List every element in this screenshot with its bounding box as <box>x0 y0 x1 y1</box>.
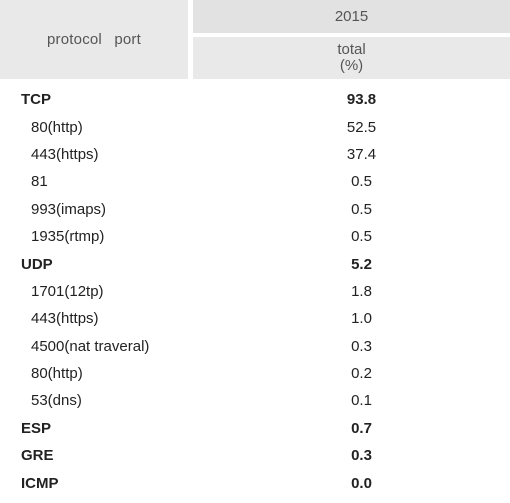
port-row: 80(http) 52.5 <box>0 113 510 140</box>
port-row: 80(http) 0.2 <box>0 360 510 387</box>
port-row: 1701(12tp) 1.8 <box>0 278 510 305</box>
row-value: 0.2 <box>351 365 372 383</box>
row-value: 1.8 <box>351 282 372 300</box>
row-value: 0.5 <box>351 228 372 246</box>
header-total-unit: (%) <box>339 57 364 74</box>
row-label: ICMP <box>21 474 59 492</box>
port-row: 1935(rtmp) 0.5 <box>0 223 510 250</box>
row-label: 80(http) <box>31 118 83 136</box>
row-value: 1.0 <box>351 310 372 328</box>
header-total: total (%) <box>193 37 510 79</box>
row-value: 0.0 <box>351 474 372 492</box>
port-row: 443(https) 37.4 <box>0 141 510 168</box>
protocol-row: ESP 0.7 <box>0 415 510 442</box>
row-label: UDP <box>21 255 53 273</box>
row-value: 0.5 <box>351 200 372 218</box>
row-value: 37.4 <box>346 145 377 163</box>
row-label: 443(https) <box>31 310 99 328</box>
protocol-row: UDP 5.2 <box>0 250 510 277</box>
row-value: 0.1 <box>351 392 372 410</box>
row-value: 0.3 <box>351 337 372 355</box>
protocol-row: TCP 93.8 <box>0 86 510 113</box>
header-protocol-port-label: protocol port <box>47 31 141 48</box>
row-label: TCP <box>21 91 51 109</box>
row-label: 4500(nat traveral) <box>31 337 150 355</box>
row-label: 1935(rtmp) <box>31 228 105 246</box>
row-value: 5.2 <box>351 255 372 273</box>
port-row: 993(imaps) 0.5 <box>0 196 510 223</box>
row-value: 52.5 <box>346 118 377 136</box>
header-year: 2015 <box>193 0 510 33</box>
protocol-row: GRE 0.3 <box>0 442 510 469</box>
header-protocol-port: protocol port <box>0 0 188 79</box>
row-label: 81 <box>31 173 48 191</box>
row-label: 80(http) <box>31 365 83 383</box>
row-value: 93.8 <box>346 91 377 109</box>
row-label: 53(dns) <box>31 392 82 410</box>
row-label: 993(imaps) <box>31 200 107 218</box>
row-label: ESP <box>21 419 52 437</box>
header-total-label: total <box>337 41 366 58</box>
row-label: GRE <box>21 447 54 465</box>
port-row: 53(dns) 0.1 <box>0 387 510 414</box>
header-year-label: 2015 <box>334 8 369 25</box>
row-value: 0.3 <box>351 447 372 465</box>
protocol-row: ICMP 0.0 <box>0 469 510 496</box>
table-body: TCP 93.8 80(http) 52.5 443(https) 37.4 81 0.5 99… <box>0 86 510 497</box>
row-label: 443(https) <box>31 145 99 163</box>
port-row: 81 0.5 <box>0 168 510 195</box>
row-value: 0.7 <box>351 419 372 437</box>
row-value: 0.5 <box>351 173 372 191</box>
row-label: 1701(12tp) <box>31 282 104 300</box>
port-row: 443(https) 1.0 <box>0 305 510 332</box>
port-row: 4500(nat traveral) 0.3 <box>0 333 510 360</box>
